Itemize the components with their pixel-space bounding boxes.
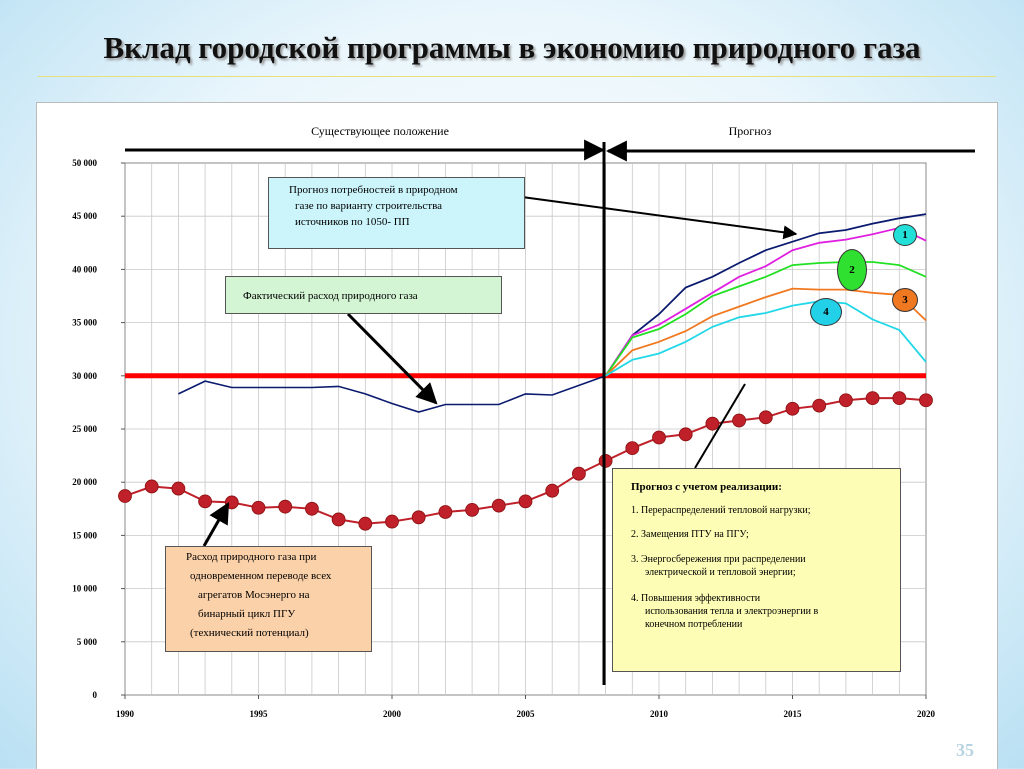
series-line-s3 (604, 287, 927, 377)
actual-pointer (346, 312, 438, 405)
series-line-s2 (604, 261, 927, 377)
realization-forecast-note: Прогноз с учетом реализации: 1. Перерасп… (612, 468, 901, 672)
y-tick-label: 10 000 (72, 584, 97, 594)
realization-pointer (694, 383, 746, 469)
potential-marker (625, 441, 640, 456)
potential-marker (411, 510, 426, 525)
potential-marker (385, 514, 399, 529)
potential-marker (652, 430, 666, 445)
series-line-s1 (604, 213, 927, 377)
potential-marker (171, 481, 186, 496)
note-line: бинарный цикл ПГУ (198, 608, 296, 620)
x-tick-label: 1995 (250, 709, 269, 719)
x-tick-label: 2015 (784, 709, 803, 719)
note-line: Расход природного газа при (186, 551, 317, 563)
x-tick-label: 2000 (383, 709, 402, 719)
potential-marker (919, 393, 933, 408)
potential-marker (892, 391, 907, 406)
y-tick-label: 50 000 (72, 158, 97, 168)
existing-period-label: Существующее положение (311, 124, 449, 138)
page-number: 35 (956, 740, 974, 760)
potential-marker (545, 483, 560, 498)
potential-marker (438, 505, 453, 519)
potential-marker (278, 499, 293, 514)
potential-marker (812, 398, 827, 413)
section-markers: Существующее положение Прогноз (125, 124, 975, 685)
y-tick-label: 5 000 (77, 637, 98, 647)
potential-pointer (202, 502, 230, 547)
y-tick-label: 15 000 (72, 530, 97, 540)
note-line: агрегатов Мосэнерго на (198, 589, 310, 601)
potential-marker (598, 454, 613, 468)
potential-marker (358, 516, 373, 531)
y-tick-label: 25 000 (72, 424, 97, 434)
x-tick-label: 2020 (917, 709, 936, 719)
note-item: 1. Перераспределений тепловой нагрузки; (631, 505, 811, 516)
series-lines (118, 213, 933, 531)
note-line: (технический потенциал) (190, 627, 309, 639)
series-badge-3: 3 (892, 288, 918, 312)
x-tick-label: 2005 (517, 709, 536, 719)
potential-marker (331, 512, 346, 527)
potential-marker (304, 501, 319, 516)
potential-marker (758, 410, 773, 425)
potential-marker (465, 502, 480, 517)
potential-marker (839, 393, 853, 408)
technical-potential-note: Расход природного газа при одновременном… (165, 546, 372, 652)
note-line: газе по варианту строительства (295, 200, 443, 212)
potential-marker (144, 479, 159, 494)
potential-marker (705, 416, 720, 431)
potential-marker (251, 500, 266, 515)
series-line-s1b (604, 226, 927, 377)
forecast-period-label: Прогноз (729, 124, 772, 138)
slide-title: Вклад городской программы в экономию при… (103, 30, 921, 65)
x-tick-label: 1990 (116, 709, 135, 719)
series-line-actual (178, 375, 606, 413)
note-item: конечном потреблении (645, 619, 743, 630)
potential-marker (198, 494, 213, 509)
potential-marker (118, 489, 132, 503)
note-item: использования тепла и электроэнергии в (645, 606, 819, 617)
y-tick-label: 20 000 (72, 477, 97, 487)
series-line-s4 (605, 300, 927, 377)
title-underline (38, 76, 996, 77)
y-tick-label: 30 000 (72, 371, 97, 381)
y-tick-label: 45 000 (72, 211, 97, 221)
series-badge-4: 4 (810, 298, 842, 326)
potential-marker (678, 427, 693, 442)
y-tick-label: 0 (93, 690, 98, 700)
potential-marker (518, 494, 533, 509)
y-tick-label: 40 000 (72, 264, 97, 274)
potential-marker (865, 391, 880, 406)
x-tick-label: 2010 (650, 709, 669, 719)
demand-pointer (521, 196, 798, 240)
actual-consumption-note: Фактический расход природного газа (225, 276, 502, 314)
note-item: 2. Замещения ПТУ на ПГУ; (631, 529, 749, 540)
series-badge-1: 1 (893, 224, 917, 246)
note-line: Прогноз потребностей в природном (289, 184, 458, 196)
potential-marker (732, 413, 746, 428)
note-item: 3. Энергосбережения при распределении (631, 554, 806, 565)
note-heading: Прогноз с учетом реализации: (631, 481, 782, 493)
axis-labels: 0 5 000 10 000 15 000 20 000 25 000 30 000 35 0… (72, 158, 935, 719)
series-badge-2: 2 (837, 249, 867, 291)
note-item: электрической и тепловой энергии; (645, 567, 796, 578)
note-line: Фактический расход природного газа (243, 290, 418, 302)
demand-forecast-note: Прогноз потребностей в природном газе по… (268, 177, 525, 249)
note-line: источников по 1050- ПП (295, 216, 410, 228)
potential-marker (785, 401, 800, 416)
note-item: 4. Повышения эффективности (631, 593, 761, 604)
potential-marker (572, 466, 586, 481)
y-tick-label: 35 000 (72, 318, 97, 328)
note-line: одновременном переводе всех (190, 570, 332, 582)
potential-marker (491, 498, 506, 513)
